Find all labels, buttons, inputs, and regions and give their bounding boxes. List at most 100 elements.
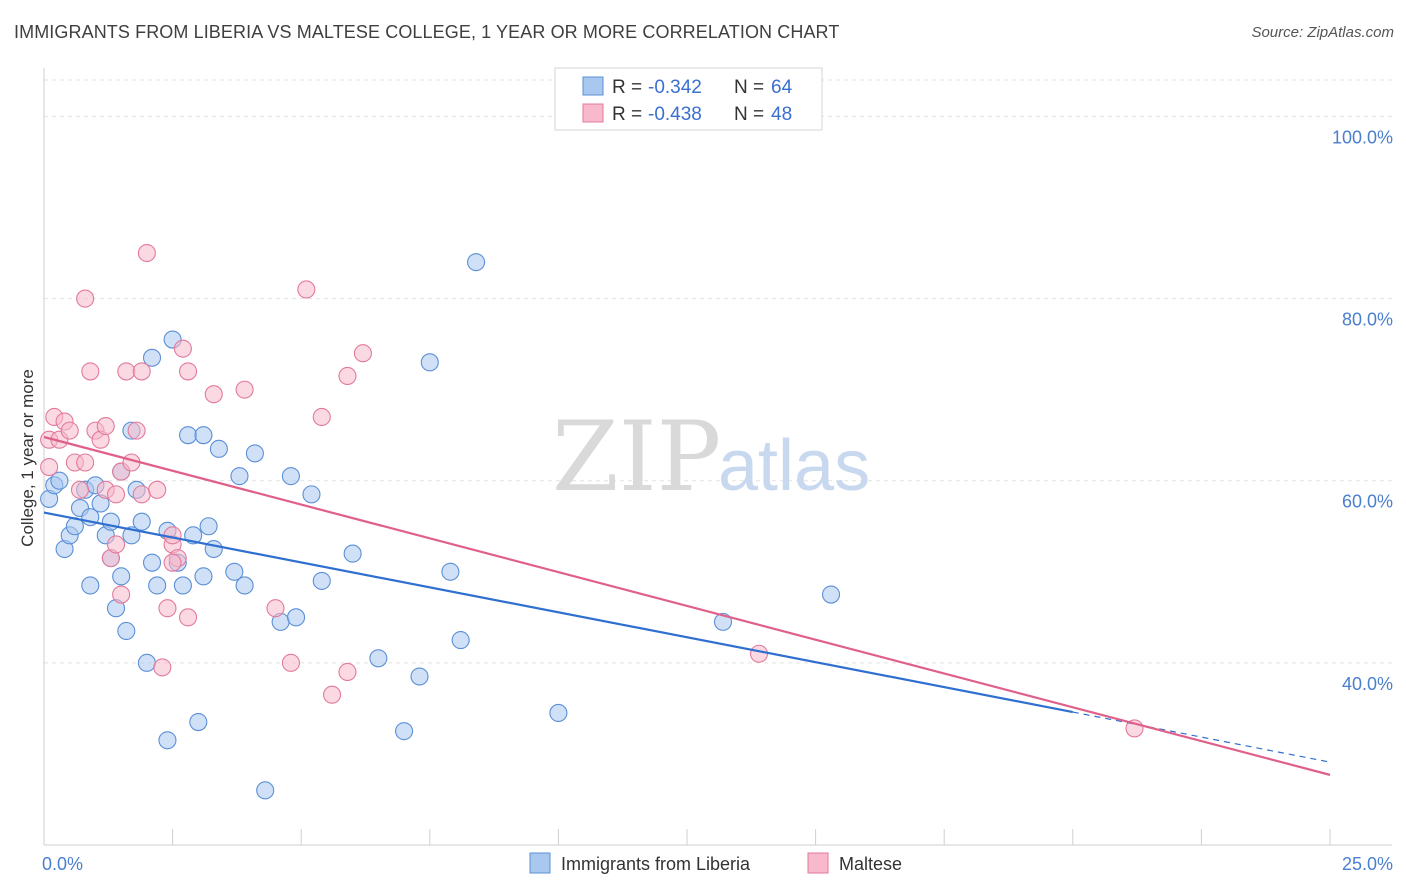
point-maltese <box>323 685 342 704</box>
point-liberia <box>117 621 136 641</box>
point-liberia <box>467 253 486 272</box>
point-maltese <box>117 362 136 381</box>
point-maltese <box>338 366 357 386</box>
point-liberia <box>142 348 162 367</box>
point-maltese <box>178 362 198 381</box>
y-tick-label: 100.0% <box>1332 127 1393 147</box>
legend-r-label-maltese: R = <box>612 104 642 125</box>
point-liberia <box>230 467 249 486</box>
point-liberia <box>395 722 414 741</box>
y-tick-label: 40.0% <box>1342 674 1393 694</box>
point-maltese <box>148 480 167 499</box>
watermark: ZIP atlas <box>552 401 870 513</box>
point-liberia <box>410 667 429 686</box>
point-maltese <box>266 599 285 618</box>
point-liberia <box>189 713 208 732</box>
point-liberia <box>173 576 192 595</box>
point-liberia <box>194 426 213 445</box>
point-maltese <box>106 485 126 504</box>
legend-swatch-maltese <box>582 103 604 123</box>
point-liberia <box>369 649 388 668</box>
point-liberia <box>50 471 69 490</box>
point-liberia <box>225 562 244 581</box>
legend-n-label-liberia: N = <box>734 77 764 98</box>
axes <box>43 68 1392 846</box>
point-maltese <box>235 380 254 399</box>
point-liberia <box>821 585 841 604</box>
legend-n-value-maltese: 48 <box>771 104 792 125</box>
point-liberia <box>199 517 218 536</box>
point-liberia <box>132 512 151 531</box>
point-liberia <box>209 439 228 458</box>
point-maltese <box>81 362 100 381</box>
x-tick-label: 0.0% <box>42 854 83 874</box>
point-liberia <box>343 544 362 563</box>
bottom-legend-swatch-liberia <box>529 852 551 874</box>
point-liberia <box>420 353 439 372</box>
point-liberia <box>148 576 167 595</box>
chart-title: IMMIGRANTS FROM LIBERIA VS MALTESE COLLE… <box>14 22 840 42</box>
trend-line-maltese <box>43 435 1331 776</box>
point-liberia <box>287 608 306 627</box>
y-axis-label: College, 1 year or more <box>18 369 37 547</box>
bottom-legend-swatch-maltese <box>807 852 829 874</box>
point-maltese <box>132 362 151 381</box>
point-liberia <box>549 703 568 722</box>
point-maltese <box>749 644 769 663</box>
point-liberia <box>81 576 100 595</box>
legend-r-label-liberia: R = <box>612 77 642 98</box>
point-liberia <box>302 485 321 504</box>
point-maltese <box>353 344 372 363</box>
point-maltese <box>112 585 131 604</box>
point-liberia <box>112 567 131 586</box>
point-liberia <box>441 562 460 581</box>
point-maltese <box>40 458 59 477</box>
legend-swatch-liberia <box>582 76 604 96</box>
source-label: Source: ZipAtlas.com <box>1251 24 1394 41</box>
point-maltese <box>76 289 95 308</box>
point-liberia <box>204 539 223 559</box>
point-maltese <box>173 339 192 358</box>
bottom-legend-label-maltese: Maltese <box>839 854 902 874</box>
legend-r-value-maltese: -0.438 <box>648 104 702 125</box>
point-maltese <box>106 535 126 554</box>
point-maltese <box>76 453 95 472</box>
point-liberia <box>142 553 162 572</box>
point-liberia <box>245 444 264 463</box>
point-maltese <box>281 653 300 672</box>
bottom-legend-label-liberia: Immigrants from Liberia <box>561 854 751 874</box>
point-maltese <box>132 485 151 504</box>
point-maltese <box>153 658 172 677</box>
correlation-legend: R = -0.342 N = 64 R = -0.438 N = 48 <box>554 67 823 131</box>
point-liberia <box>158 731 177 750</box>
data-points <box>40 243 1144 800</box>
x-tick-label: 25.0% <box>1342 854 1393 874</box>
point-liberia <box>451 631 470 650</box>
y-tick-label: 80.0% <box>1342 310 1393 330</box>
point-maltese <box>137 243 156 263</box>
point-liberia <box>256 781 275 800</box>
watermark-atlas: atlas <box>718 426 870 506</box>
point-liberia <box>281 467 300 486</box>
series-legend: Immigrants from Liberia Maltese <box>529 852 902 874</box>
legend-n-value-liberia: 64 <box>771 77 793 98</box>
grid-lines <box>44 79 1392 664</box>
x-tick-labels: 0.0% 25.0% <box>42 854 1393 874</box>
y-tick-labels: 40.0% 60.0% 80.0% 100.0% <box>1332 127 1393 693</box>
legend-n-label-maltese: N = <box>734 104 764 125</box>
point-maltese <box>158 599 177 618</box>
point-liberia <box>178 426 198 445</box>
trend-lines <box>43 435 1331 776</box>
point-maltese <box>60 421 79 440</box>
point-liberia <box>137 653 156 672</box>
point-maltese <box>127 421 146 440</box>
trend-line-liberia-extension <box>1072 711 1331 763</box>
point-liberia <box>194 567 213 586</box>
point-maltese <box>204 385 223 404</box>
point-maltese <box>312 407 331 427</box>
point-maltese <box>163 553 182 572</box>
legend-r-value-liberia: -0.342 <box>648 77 702 98</box>
y-tick-label: 60.0% <box>1342 492 1393 512</box>
point-maltese <box>338 662 357 682</box>
